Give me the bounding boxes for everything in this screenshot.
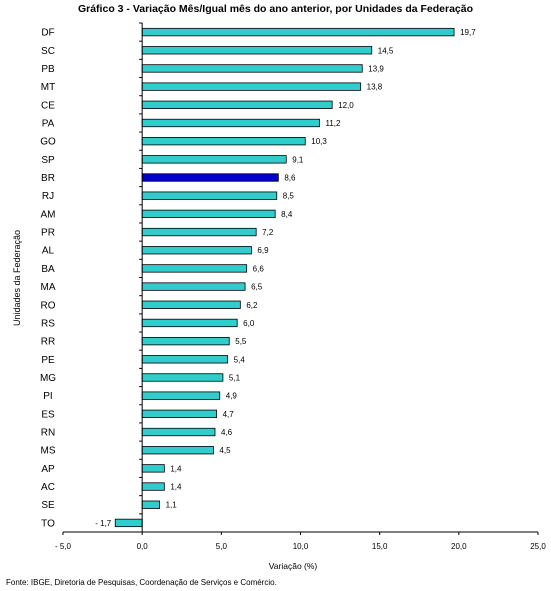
bar-ms [141,446,214,455]
bar-ce [141,100,333,109]
bar-ap [141,464,165,473]
category-label: SC [41,46,55,57]
value-label: 8,6 [284,174,296,183]
value-label: 4,6 [221,428,233,437]
x-axis-title: Variação (%) [269,561,318,571]
value-label: - 1,7 [95,519,112,528]
value-label: 1,4 [170,464,182,473]
bar-sc [141,46,373,55]
value-label: 6,0 [243,319,255,328]
bar-br [141,173,279,182]
bar-se [141,500,160,509]
bar-df [141,27,455,37]
x-tick-label: 25,0 [530,542,546,551]
category-label: RJ [42,191,54,202]
bar-go [141,137,306,146]
bar-to [114,518,143,528]
value-label: 12,0 [338,101,354,110]
value-label: 13,8 [367,83,383,92]
value-label: 4,7 [223,410,235,419]
category-label: PE [41,355,55,366]
bar-rr [141,336,230,346]
value-label: 4,9 [226,392,238,401]
x-tick-label: 5,0 [216,542,228,551]
bar-pi [141,391,221,400]
bar-mg [141,373,224,382]
category-label: RR [41,337,55,348]
bar-ma [141,282,246,291]
value-label: 10,3 [311,137,327,146]
value-label: 6,9 [257,246,269,255]
bar-pr [141,227,257,237]
bar-pb [141,64,363,73]
y-axis-title: Unidades da Federação [12,230,22,326]
bar-es [141,409,217,418]
category-label: DF [41,28,54,39]
chart-title: Gráfico 3 - Variação Mês/Igual mês do an… [77,3,474,15]
category-label: AC [41,482,55,493]
category-label: GO [40,137,56,148]
value-label: 6,5 [251,283,263,292]
x-tick-label: 20,0 [451,542,467,551]
x-tick-label: 0,0 [137,542,149,551]
value-label: 19,7 [460,28,476,37]
category-label: AM [41,209,56,220]
bar-ba [141,264,248,273]
category-label: TO [41,518,55,529]
category-label: RO [41,300,56,311]
bar-al [141,246,252,255]
value-label: 6,6 [253,264,265,273]
bar-rj [141,191,278,200]
x-tick-label: 10,0 [293,542,309,551]
category-label: MS [41,446,56,457]
bar-rs [141,318,238,328]
x-tick-label: 15,0 [372,542,388,551]
bar-am [141,209,276,219]
category-label: MT [41,82,55,93]
value-label: 5,1 [229,373,241,382]
value-label: 1,4 [170,483,182,492]
value-label: 9,1 [292,155,304,164]
value-label: 7,2 [262,228,274,237]
value-label: 13,9 [368,64,384,73]
value-label: 8,5 [283,192,295,201]
value-label: 1,1 [166,501,178,510]
bar-pe [141,355,229,364]
value-label: 5,5 [235,337,247,346]
category-label: AP [41,464,55,475]
category-label: MG [40,373,56,384]
category-label: BA [41,264,55,275]
category-label: MA [41,282,56,293]
bar-ac [141,482,165,491]
category-label: PB [41,64,55,75]
category-label: ES [41,409,55,420]
bar-sp [141,155,287,164]
category-label: PR [41,228,55,239]
value-label: 5,4 [234,355,246,364]
category-label: CE [41,100,55,111]
bar-pa [141,118,320,128]
value-label: 11,2 [326,119,342,128]
value-label: 8,4 [281,210,293,219]
category-label: AL [42,246,55,257]
value-label: 6,2 [246,301,258,310]
bar-rn [141,427,216,437]
category-label: PA [42,118,55,129]
source-note: Fonte: IBGE, Diretoria de Pesquisas, Coo… [6,578,277,587]
bar-mt [141,82,362,91]
bar-ro [141,300,241,309]
category-label: RN [41,428,55,439]
category-label: SE [41,500,55,511]
category-label: BR [41,173,55,184]
category-label: SP [41,155,55,166]
x-tick-label: - 5,0 [55,542,72,551]
category-label: PI [43,391,52,402]
value-label: 14,5 [378,46,394,55]
value-label: 4,5 [219,446,231,455]
category-label: RS [41,318,55,329]
